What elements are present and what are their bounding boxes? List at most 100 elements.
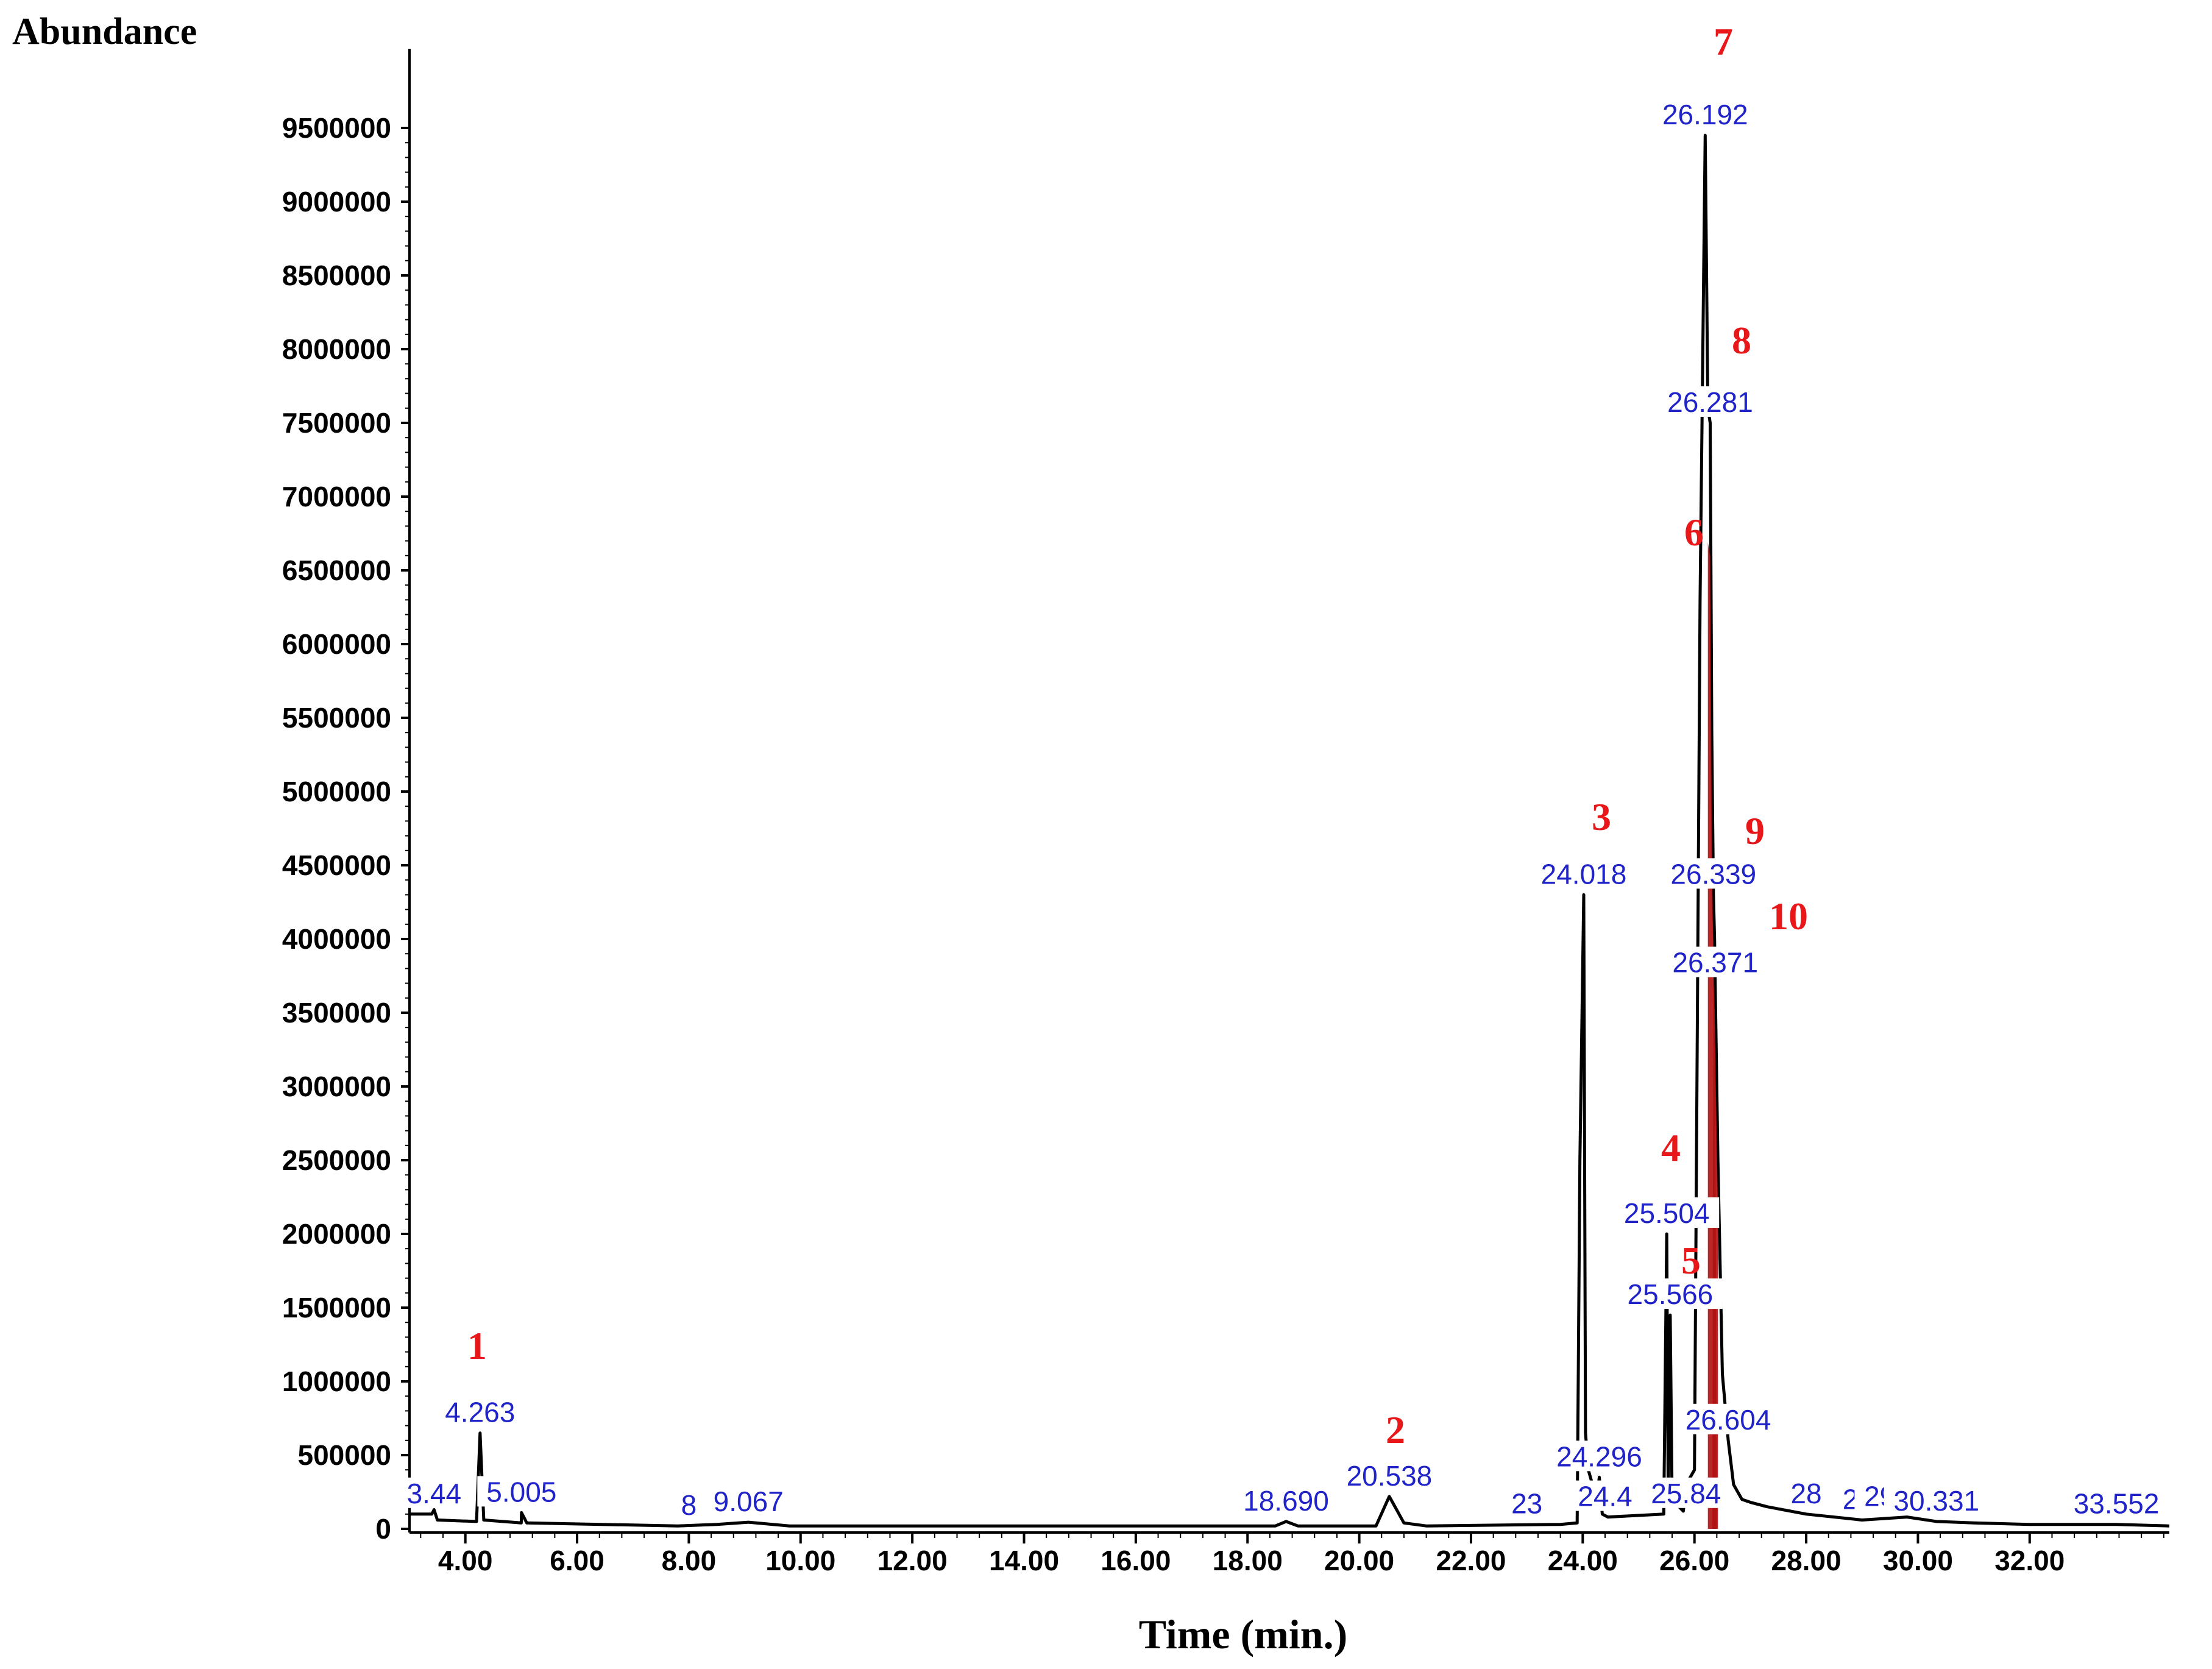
rt-label: 25.566 bbox=[1628, 1278, 1714, 1310]
y-tick-label: 6500000 bbox=[282, 555, 391, 586]
rt-label-bg bbox=[1787, 1477, 1826, 1508]
x-tick-label: 16.00 bbox=[1101, 1545, 1171, 1576]
rt-label-bg bbox=[1661, 858, 1766, 889]
x-tick-label: 28.00 bbox=[1771, 1545, 1842, 1576]
rt-label-bg bbox=[1884, 1484, 1989, 1515]
y-tick-label: 2000000 bbox=[282, 1218, 391, 1250]
x-tick-label: 30.00 bbox=[1883, 1545, 1953, 1576]
rt-label: 26.604 bbox=[1686, 1404, 1771, 1436]
rt-label-bg bbox=[1642, 1477, 1731, 1508]
rt-label-group: 23 bbox=[1507, 1487, 1547, 1520]
rt-label-bg bbox=[1653, 99, 1758, 130]
y-tick-label: 7000000 bbox=[282, 481, 391, 512]
x-tick-label: 14.00 bbox=[989, 1545, 1059, 1576]
peak-number-6: 6 bbox=[1684, 511, 1704, 554]
rt-label-bg bbox=[436, 1396, 525, 1427]
rt-label: 5.005 bbox=[486, 1476, 556, 1508]
y-tick-label: 2500000 bbox=[282, 1144, 391, 1176]
y-tick-label: 0 bbox=[375, 1513, 391, 1545]
rt-label-group: 20.538 bbox=[1336, 1459, 1442, 1492]
rt-label: 25.504 bbox=[1624, 1197, 1710, 1229]
y-tick-label: 1500000 bbox=[282, 1292, 391, 1324]
rt-label-group: 3.44 bbox=[398, 1477, 470, 1509]
x-tick-label: 20.00 bbox=[1324, 1545, 1394, 1576]
rt-label-bg bbox=[1614, 1197, 1720, 1228]
rt-label-group: 4.263 bbox=[436, 1396, 525, 1428]
y-tick-label: 8500000 bbox=[282, 260, 391, 291]
y-tick-label: 3500000 bbox=[282, 997, 391, 1029]
rt-label-bg bbox=[1617, 1278, 1723, 1309]
peak-number-7: 7 bbox=[1714, 20, 1733, 63]
x-tick-label: 10.00 bbox=[765, 1545, 835, 1576]
x-tick-label: 24.00 bbox=[1548, 1545, 1618, 1576]
rt-label-group: 24.018 bbox=[1531, 858, 1636, 890]
y-tick-label: 5500000 bbox=[282, 702, 391, 734]
rt-label-group: 24.4 bbox=[1569, 1480, 1642, 1512]
rt-label: 24.018 bbox=[1541, 858, 1627, 890]
rt-label-bg bbox=[1233, 1484, 1339, 1515]
y-axis-label: Abundance bbox=[12, 11, 197, 52]
y-tick-label: 4000000 bbox=[282, 923, 391, 955]
x-tick-label: 12.00 bbox=[877, 1545, 948, 1576]
peak-number-8: 8 bbox=[1732, 319, 1751, 362]
rt-label-bg bbox=[1531, 858, 1636, 889]
y-tick-label: 4500000 bbox=[282, 849, 391, 881]
x-tick-label: 22.00 bbox=[1436, 1545, 1506, 1576]
rt-label-group: 9.067 bbox=[704, 1486, 793, 1517]
rt-label-group: 26.604 bbox=[1676, 1403, 1781, 1436]
rt-label-bg bbox=[1547, 1440, 1652, 1472]
series-layer bbox=[409, 133, 2170, 1528]
rt-label: 3.44 bbox=[407, 1478, 462, 1509]
rt-label: 24.296 bbox=[1556, 1440, 1642, 1472]
rt-label-bg bbox=[704, 1486, 793, 1517]
rt-label-group: 26.281 bbox=[1657, 386, 1763, 418]
rt-label-bg bbox=[398, 1477, 470, 1508]
rt-label-group: 26.192 bbox=[1653, 99, 1758, 130]
rt-label-bg bbox=[2064, 1487, 2169, 1518]
rt-label: 33.552 bbox=[2074, 1488, 2160, 1520]
rt-label-group: 26.339 bbox=[1661, 858, 1766, 890]
axes: 0 500000 1000000 1500000 2000000 2500000 30000… bbox=[282, 49, 2169, 1576]
rt-label: 9.067 bbox=[714, 1486, 784, 1517]
peak-number-2: 2 bbox=[1386, 1408, 1405, 1451]
peak-number-3: 3 bbox=[1592, 795, 1611, 838]
peak-number-1: 1 bbox=[467, 1324, 487, 1367]
rt-label-group: 5.005 bbox=[477, 1476, 566, 1508]
rt-label-bg bbox=[1657, 386, 1763, 417]
peak-number-9: 9 bbox=[1745, 809, 1765, 852]
rt-label-bg bbox=[677, 1489, 700, 1520]
y-tick-label: 1000000 bbox=[282, 1366, 391, 1397]
rt-label-bg bbox=[1569, 1480, 1642, 1511]
y-tick-label: 3000000 bbox=[282, 1071, 391, 1102]
rt-label-group: 25.504 bbox=[1614, 1197, 1720, 1229]
y-tick-label: 500000 bbox=[298, 1439, 392, 1471]
rt-label: 25.84 bbox=[1651, 1478, 1721, 1509]
rt-label-group: 24.296 bbox=[1547, 1440, 1652, 1472]
rt-label-group: 28 bbox=[1787, 1477, 1826, 1509]
rt-label-group: 18.690 bbox=[1233, 1484, 1339, 1517]
rt-label: 20.538 bbox=[1347, 1460, 1433, 1492]
rt-label: 26.281 bbox=[1667, 386, 1753, 418]
x-tick-label: 6.00 bbox=[550, 1545, 604, 1576]
y-tick-label: 6000000 bbox=[282, 628, 391, 660]
x-axis-label: Time (min.) bbox=[1139, 1611, 1348, 1657]
rt-label-bg bbox=[1662, 946, 1768, 977]
rt-label: 28 bbox=[1790, 1478, 1821, 1509]
rt-label-group: 8 bbox=[677, 1489, 700, 1521]
peak-number-5: 5 bbox=[1681, 1239, 1701, 1282]
rt-label: 8 bbox=[681, 1489, 697, 1521]
peak-integration-fill bbox=[1712, 971, 1717, 1529]
x-tick-label: 26.00 bbox=[1659, 1545, 1729, 1576]
x-tick-label: 32.00 bbox=[1994, 1545, 2065, 1576]
rt-label: 4.263 bbox=[445, 1397, 515, 1428]
x-tick-label: 4.00 bbox=[438, 1545, 493, 1576]
y-tick-label: 5000000 bbox=[282, 776, 391, 807]
rt-label: 26.192 bbox=[1662, 99, 1748, 130]
rt-label-group: 33.552 bbox=[2064, 1487, 2169, 1520]
rt-label-bg bbox=[1676, 1403, 1781, 1434]
y-tick-label: 9000000 bbox=[282, 186, 391, 218]
y-tick-label: 8000000 bbox=[282, 333, 391, 365]
x-tick-label: 18.00 bbox=[1213, 1545, 1283, 1576]
